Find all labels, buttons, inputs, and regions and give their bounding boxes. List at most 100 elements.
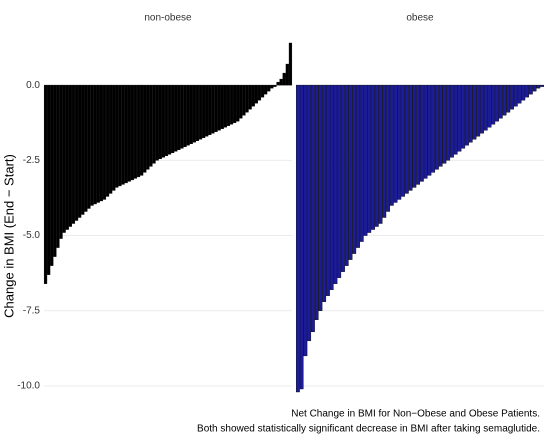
bar [389,84,394,206]
bar [112,84,116,191]
bar [47,84,51,275]
bar [56,84,60,248]
bar [102,84,107,200]
bar [214,84,218,132]
bar [408,84,413,191]
bar [270,84,274,89]
bar [397,84,402,200]
bar [374,84,379,227]
bar [363,84,368,236]
bar [276,81,280,86]
bar [115,84,119,188]
bar [423,84,428,179]
bar [68,84,72,227]
bar [329,84,334,290]
bar [245,84,249,113]
y-tick-label: -7.5 [23,305,41,316]
bar [50,84,54,266]
bar [326,84,330,296]
bar [513,84,518,107]
bar [205,84,209,137]
bar [536,84,541,89]
bar [487,84,492,128]
bar [344,84,349,266]
bar [229,84,234,125]
bar [491,84,496,125]
bar [465,84,469,146]
bar [180,84,184,149]
bar [506,84,511,113]
bar [161,84,165,158]
bar [105,84,110,197]
bar [457,84,462,152]
bar [251,84,255,107]
caption: Both showed statistically significant de… [197,424,540,435]
bar [254,84,258,104]
facet-label: obese [406,13,434,24]
y-tick-label: -10.0 [17,381,40,392]
bar [419,84,424,182]
bar [480,84,484,134]
bar [521,84,526,101]
bar [401,84,405,197]
bar [461,84,466,149]
bar [217,84,221,131]
bar [198,84,203,140]
bar [498,84,503,119]
bar [208,84,212,135]
bar [96,84,100,203]
bar [109,84,113,194]
bar [192,84,196,143]
bar [303,84,308,357]
bar [171,84,175,154]
bar [495,84,499,122]
bar [99,84,103,202]
bar [453,84,458,155]
bar [186,84,190,146]
bar [121,84,125,185]
bar [333,84,338,284]
bar [84,84,88,212]
bar [81,84,85,215]
bar [386,84,390,212]
bar [318,84,323,311]
bar [233,84,237,123]
bar [43,84,48,284]
bar [155,84,159,161]
bar [257,84,262,101]
bar [285,63,289,86]
bar [65,84,69,230]
bar [528,84,533,95]
bar [74,84,79,221]
bar [152,84,156,164]
bar [248,84,252,110]
bar [71,84,76,224]
bar [211,84,215,134]
bar [404,84,409,194]
y-tick-label: -2.5 [23,155,41,166]
bar [416,84,421,185]
bar [282,72,286,86]
bar [195,84,200,141]
bar [279,78,283,86]
bar [267,84,271,92]
bar [189,84,193,144]
bar [133,84,138,179]
bar [337,84,342,278]
bar [202,84,206,138]
bar [167,84,172,155]
bar [468,84,473,143]
bar [393,84,398,203]
bar [124,84,128,184]
bar [295,84,300,393]
bar [273,84,277,87]
bar [136,84,141,178]
bar [149,84,153,167]
bar [288,42,293,86]
bar [525,84,529,98]
bar [359,84,364,242]
bar [260,84,265,98]
bar [307,84,312,342]
bar [118,84,122,187]
